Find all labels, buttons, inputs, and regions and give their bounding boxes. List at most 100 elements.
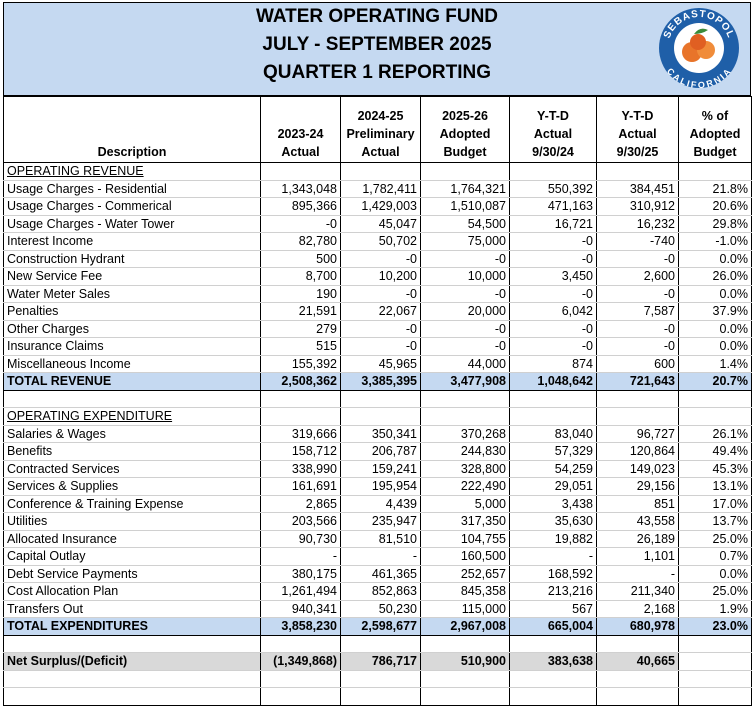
cell: 75,000	[420, 232, 510, 251]
column-header: 2024-25 Preliminary Actual	[340, 96, 421, 163]
cell	[678, 635, 752, 653]
cell: 461,365	[340, 565, 421, 583]
cell: 96,727	[596, 425, 679, 443]
cell: -0	[509, 250, 597, 268]
cell: 37.9%	[678, 302, 752, 321]
section-heading: OPERATING REVENUE	[3, 162, 261, 181]
cell: 120,864	[596, 442, 679, 461]
cell: 29,051	[509, 477, 597, 496]
cell: 44,000	[420, 355, 510, 373]
cell: -0	[509, 285, 597, 303]
cell: -0	[420, 320, 510, 338]
cell: 22,067	[340, 302, 421, 321]
row: Benefits 158,712 206,787 244,830 57,329 120,8…	[3, 442, 752, 461]
row: TOTAL EXPENDITURES 3,858,230 2,598,677 2,96…	[3, 617, 752, 636]
cell: 1.4%	[678, 355, 752, 373]
cell: 383,638	[509, 652, 597, 671]
cell: 1.9%	[678, 600, 752, 618]
section-row: OPERATING REVENUE	[3, 162, 752, 181]
cell: 13.7%	[678, 512, 752, 531]
cell: 370,268	[420, 425, 510, 443]
cell: -0	[420, 337, 510, 356]
row: TOTAL REVENUE 2,508,362 3,385,395 3,477,908…	[3, 372, 752, 391]
cell: 149,023	[596, 460, 679, 478]
header-text: Preliminary	[346, 127, 415, 141]
header-text: % of	[701, 109, 729, 123]
row: Interest Income 82,780 50,702 75,000 -0 -740-…	[3, 232, 752, 251]
row-label: Allocated Insurance	[3, 530, 261, 548]
cell: 851	[596, 495, 679, 513]
cell: 54,500	[420, 215, 510, 233]
cell: -0	[340, 320, 421, 338]
cell	[260, 407, 341, 426]
cell: 195,954	[340, 477, 421, 496]
header-band	[3, 2, 751, 96]
cell: 168,592	[509, 565, 597, 583]
cell	[340, 390, 421, 408]
row-label: Net Surplus/(Deficit)	[3, 652, 261, 671]
cell: -	[260, 547, 341, 566]
cell: -0	[509, 320, 597, 338]
cell: 45,965	[340, 355, 421, 373]
cell: 10,200	[340, 267, 421, 286]
cell: 338,990	[260, 460, 341, 478]
blank-row	[3, 635, 752, 653]
column-header: 2023-24 Actual	[260, 96, 341, 163]
cell	[3, 635, 261, 653]
row-label: Salaries & Wages	[3, 425, 261, 443]
header-row: Description 2023-24 Actual 2024-25 Prelimina…	[3, 96, 752, 163]
cell: 20.6%	[678, 197, 752, 216]
cell: -0	[340, 337, 421, 356]
cell	[420, 635, 510, 653]
cell	[420, 407, 510, 426]
cell: -0	[260, 215, 341, 233]
cell: 13.1%	[678, 477, 752, 496]
cell: 2,598,677	[340, 617, 421, 636]
cell	[3, 687, 261, 706]
cell: 1,261,494	[260, 582, 341, 601]
blank-row	[3, 670, 752, 688]
row-label: Other Charges	[3, 320, 261, 338]
blank-row	[3, 687, 752, 706]
row-label: Utilities	[3, 512, 261, 531]
title-line: JULY - SEPTEMBER 2025	[262, 34, 492, 55]
cell	[3, 670, 261, 688]
cell: 252,657	[420, 565, 510, 583]
cell	[678, 687, 752, 706]
row: Water Meter Sales 190 -0 -0 -0 -0 0.0%	[3, 285, 752, 303]
cell	[596, 635, 679, 653]
cell: 845,358	[420, 582, 510, 601]
cell: 1,048,642	[509, 372, 597, 391]
column-header: % of Adopted Budget	[678, 96, 752, 163]
cell: (1,349,868)	[260, 652, 341, 671]
cell: 0.0%	[678, 250, 752, 268]
cell: 328,800	[420, 460, 510, 478]
cell: 1,764,321	[420, 180, 510, 198]
header-text: Description	[97, 145, 167, 159]
row: Insurance Claims 515 -0 -0 -0 -0 0.0%	[3, 337, 752, 356]
cell: -	[509, 547, 597, 566]
cell: 6,042	[509, 302, 597, 321]
header-text: 9/30/24	[532, 145, 574, 159]
cell: 515	[260, 337, 341, 356]
section-heading: OPERATING EXPENDITURE	[3, 407, 261, 426]
cell: 45.3%	[678, 460, 752, 478]
row-label: Construction Hydrant	[3, 250, 261, 268]
cell: 1,343,048	[260, 180, 341, 198]
cell	[420, 162, 510, 181]
cell: 550,392	[509, 180, 597, 198]
cell: 104,755	[420, 530, 510, 548]
cell: 3,438	[509, 495, 597, 513]
cell: 5,000	[420, 495, 510, 513]
cell	[678, 162, 752, 181]
header-text: 2024-25	[357, 109, 404, 123]
header-text: Adopted	[439, 127, 491, 141]
column-header: Description	[3, 96, 261, 163]
row: Penalties 21,591 22,067 20,000 6,042 7,587 37.…	[3, 302, 752, 321]
title-line: WATER OPERATING FUND	[255, 6, 499, 27]
cell	[260, 162, 341, 181]
row-label: Usage Charges - Commerical	[3, 197, 261, 216]
cell: 7,587	[596, 302, 679, 321]
cell: 310,912	[596, 197, 679, 216]
